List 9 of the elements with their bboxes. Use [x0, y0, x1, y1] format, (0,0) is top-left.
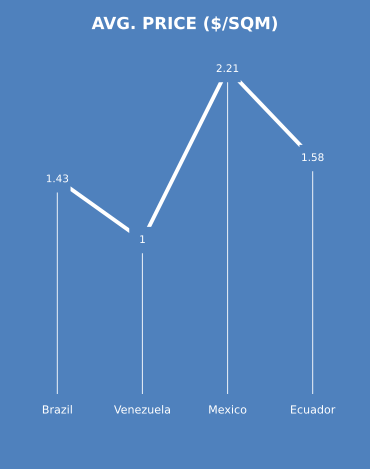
data-label: 1.43	[46, 174, 68, 182]
data-label: 1.58	[302, 153, 324, 162]
chart-title: AVG. PRICE ($/SQM)	[92, 16, 277, 32]
data-label: 1	[140, 235, 145, 243]
x-tick-label: Mexico	[209, 405, 246, 414]
x-tick-label: Brazil	[42, 405, 72, 414]
data-label: 2.21	[216, 64, 238, 72]
x-tick-label: Venezuela	[114, 405, 170, 414]
x-tick-label: Ecuador	[291, 405, 336, 414]
